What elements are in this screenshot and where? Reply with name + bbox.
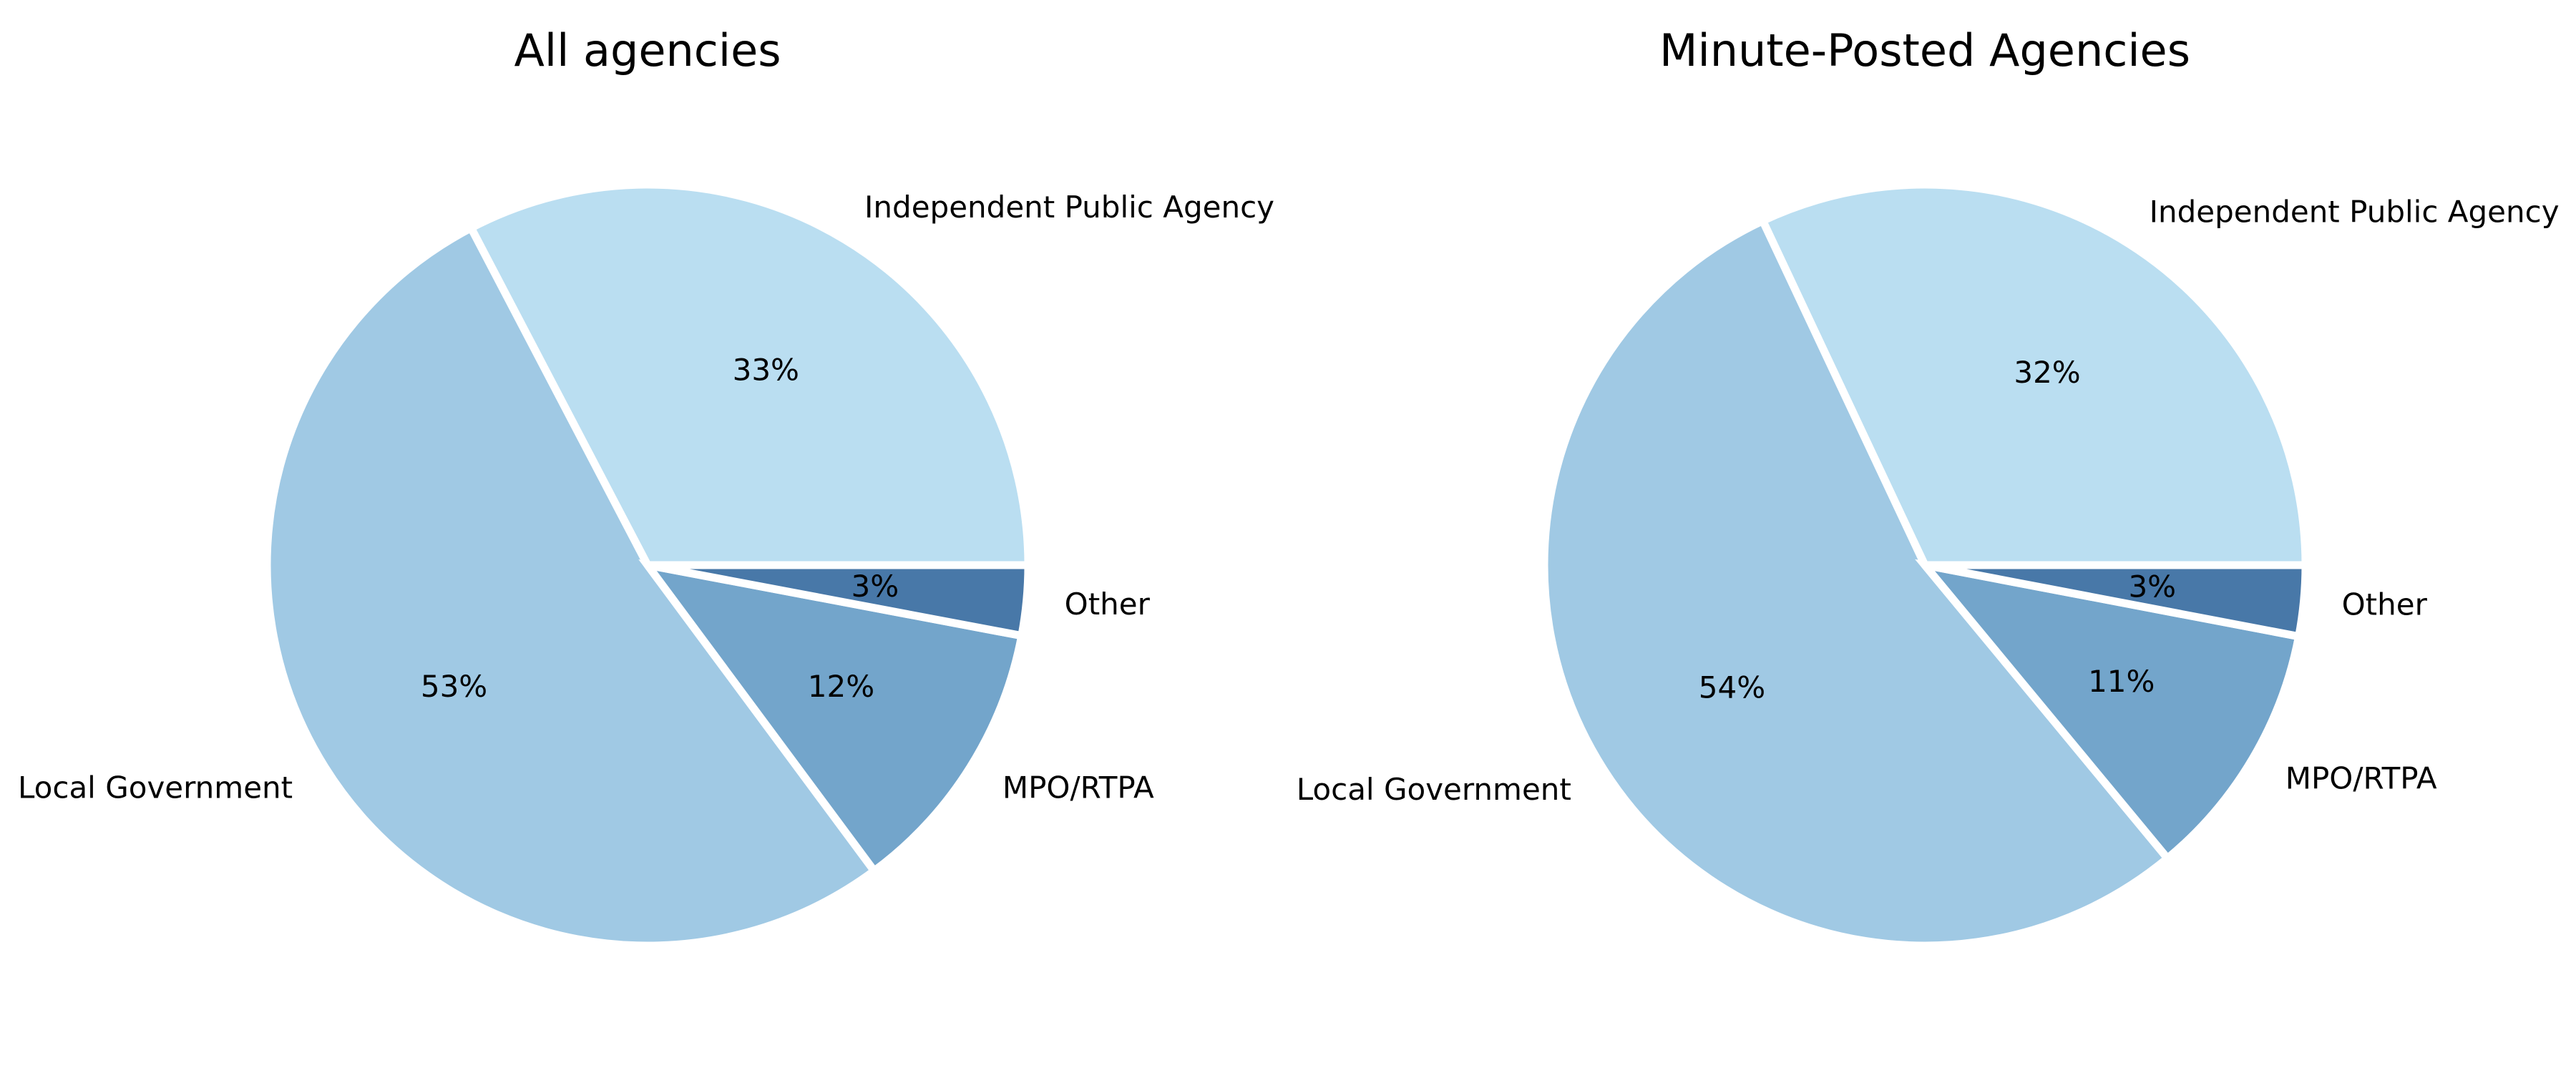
pie-chart-all-agencies: All agencies 33% Independent Public Agenc… xyxy=(18,24,1274,950)
pie-slice-mpo-rtpa xyxy=(1915,559,2304,864)
chart-title: All agencies xyxy=(514,24,781,77)
pie-labels: 32% Independent Public Agency 54% Local Gov… xyxy=(1297,194,2560,807)
pie-category-label: MPO/RTPA xyxy=(1002,770,1154,805)
pie-percent-label: 54% xyxy=(1699,670,1765,705)
pie-category-label: Independent Public Agency xyxy=(2150,194,2560,229)
pie-category-label: Local Government xyxy=(1297,772,1571,807)
pie-slice-other xyxy=(646,561,1033,641)
pie-slice-local-government xyxy=(1540,215,2173,950)
pie-percent-label: 53% xyxy=(421,669,487,704)
pie-slice-mpo-rtpa xyxy=(638,559,1027,877)
pie-slice-independent-public-agency xyxy=(465,180,1033,569)
pie-percent-label: 3% xyxy=(2128,569,2176,604)
pie-category-label: Other xyxy=(2342,587,2428,622)
pie-category-label: Independent Public Agency xyxy=(864,190,1274,225)
pie-percent-label: 32% xyxy=(2014,355,2080,390)
pie-chart-minute-posted-agencies: Minute-Posted Agencies 32% Independent Pu… xyxy=(1297,24,2560,950)
pie-category-label: Local Government xyxy=(18,770,293,805)
pie-slice-independent-public-agency xyxy=(1757,180,2310,569)
pie-slice-other xyxy=(1923,561,2310,642)
pie-category-label: Other xyxy=(1065,587,1151,622)
pie-percent-label: 3% xyxy=(851,569,899,604)
chart-title: Minute-Posted Agencies xyxy=(1659,24,2190,77)
pie-slice-local-government xyxy=(263,222,880,950)
pie-category-label: MPO/RTPA xyxy=(2285,760,2437,795)
pie-slices xyxy=(1540,180,2310,950)
pie-slices xyxy=(263,180,1033,950)
pie-labels: 33% Independent Public Agency 53% Local Gov… xyxy=(18,190,1274,805)
pie-percent-label: 33% xyxy=(733,352,799,387)
pie-percent-label: 12% xyxy=(808,669,874,704)
pie-percent-label: 11% xyxy=(2088,664,2155,699)
